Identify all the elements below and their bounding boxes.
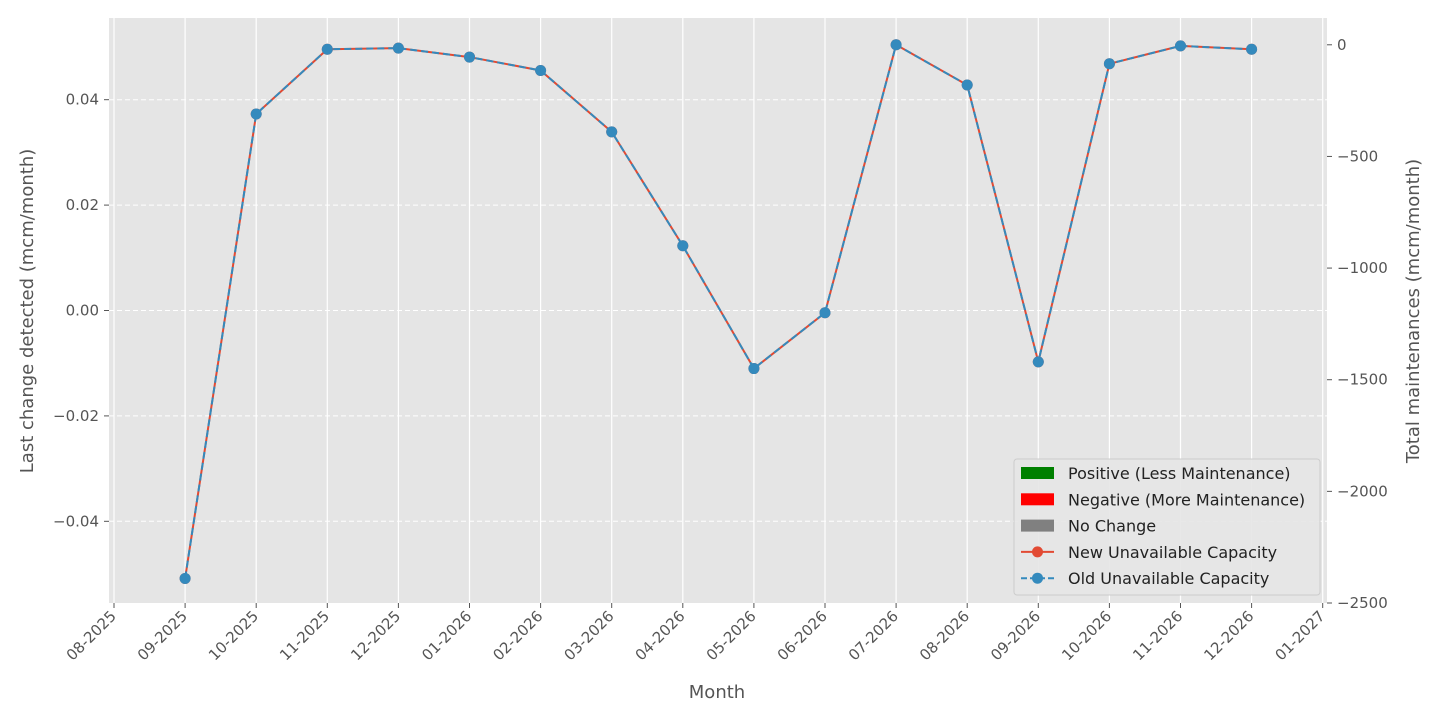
data-point bbox=[250, 108, 262, 120]
right-y-tick-label: −1000 bbox=[1337, 259, 1388, 277]
right-y-axis: 0 −500 −1000 −1500 −2000 −2500 bbox=[1327, 36, 1388, 612]
left-y-tick-label: 0.04 bbox=[66, 91, 99, 109]
legend-marker bbox=[1032, 572, 1043, 584]
x-tick-label: 11-2025 bbox=[276, 607, 333, 664]
data-point bbox=[961, 79, 973, 91]
data-point bbox=[179, 572, 191, 584]
x-axis-title: Month bbox=[689, 682, 745, 703]
legend: Positive (Less Maintenance) Negative (Mor… bbox=[1013, 458, 1321, 596]
x-tick-label: 12-2026 bbox=[1200, 607, 1257, 664]
legend-swatch bbox=[1021, 467, 1054, 479]
x-tick-label: 10-2026 bbox=[1058, 607, 1115, 664]
x-tick-label: 11-2026 bbox=[1129, 607, 1186, 664]
left-y-tick-label: −0.02 bbox=[53, 407, 99, 425]
legend-swatch bbox=[1021, 493, 1054, 506]
series-line-old bbox=[184, 43, 1252, 579]
x-tick-label: 06-2026 bbox=[774, 607, 831, 664]
data-point bbox=[464, 51, 475, 63]
data-point bbox=[321, 43, 333, 55]
data-point bbox=[677, 240, 689, 252]
x-tick-label: 08-2026 bbox=[916, 607, 973, 664]
x-tick-label: 07-2026 bbox=[845, 607, 902, 664]
left-y-axis: 0.04 0.02 0.00 −0.02 −0.04 bbox=[53, 91, 109, 530]
x-axis: 08-2025 09-2025 10-2025 11-2025 12-2025 01-20… bbox=[63, 603, 1329, 664]
data-point bbox=[819, 307, 831, 319]
legend-label: Old Unavailable Capacity bbox=[1068, 569, 1269, 588]
x-tick-label: 05-2026 bbox=[703, 607, 760, 664]
right-y-tick-label: −2000 bbox=[1337, 482, 1388, 500]
data-point bbox=[748, 363, 760, 375]
legend-label: Positive (Less Maintenance) bbox=[1068, 464, 1291, 483]
data-point bbox=[1175, 40, 1186, 52]
legend-swatch bbox=[1021, 519, 1054, 532]
legend-box bbox=[1013, 458, 1321, 596]
legend-label: Negative (More Maintenance) bbox=[1068, 490, 1305, 509]
right-y-tick-label: −500 bbox=[1337, 147, 1378, 165]
data-point bbox=[1103, 58, 1115, 70]
legend-marker bbox=[1032, 546, 1043, 558]
data-series bbox=[179, 39, 1258, 584]
x-tick-label: 04-2026 bbox=[632, 607, 689, 664]
x-tick-label: 12-2025 bbox=[347, 607, 404, 664]
x-tick-label: 01-2027 bbox=[1271, 607, 1328, 664]
right-y-tick-label: −2500 bbox=[1337, 594, 1388, 612]
data-point bbox=[392, 42, 404, 54]
data-point bbox=[1032, 356, 1044, 368]
legend-label: No Change bbox=[1068, 517, 1156, 536]
data-point bbox=[1246, 43, 1258, 55]
x-tick-label: 08-2025 bbox=[63, 607, 120, 664]
left-y-tick-label: −0.04 bbox=[53, 512, 99, 530]
left-y-tick-label: 0.00 bbox=[66, 302, 99, 320]
right-y-axis-title: Total maintenances (mcm/month) bbox=[1403, 159, 1424, 464]
x-tick-label: 10-2025 bbox=[205, 607, 262, 664]
x-tick-label: 03-2026 bbox=[560, 607, 617, 664]
left-y-tick-label: 0.02 bbox=[66, 196, 99, 214]
data-point bbox=[890, 39, 902, 51]
x-tick-label: 09-2026 bbox=[987, 607, 1044, 664]
legend-label: New Unavailable Capacity bbox=[1068, 543, 1277, 562]
data-point bbox=[606, 126, 618, 138]
right-y-tick-label: 0 bbox=[1337, 36, 1347, 54]
x-tick-label: 09-2025 bbox=[134, 607, 191, 664]
data-point bbox=[535, 64, 547, 76]
right-y-tick-label: −1500 bbox=[1337, 371, 1388, 389]
x-tick-label: 01-2026 bbox=[418, 607, 475, 664]
left-y-axis-title: Last change detected (mcm/month) bbox=[17, 149, 38, 473]
x-tick-label: 02-2026 bbox=[489, 607, 546, 664]
